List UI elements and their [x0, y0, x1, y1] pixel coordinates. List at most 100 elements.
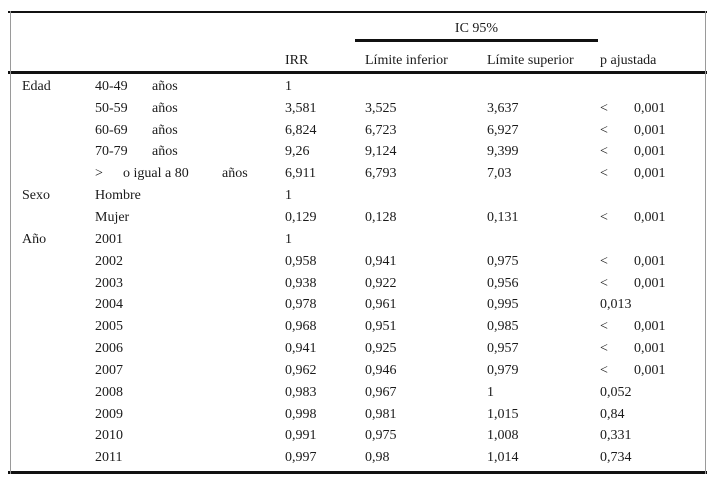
cell-p-adjusted: <0,001 — [600, 341, 715, 357]
table-row: 2010 0,991 0,975 1,008 0,331 — [0, 426, 715, 448]
cell-upper-limit: 0,979 — [487, 362, 519, 378]
less-than-sign: < — [600, 253, 608, 269]
table-right-border — [705, 11, 706, 474]
row-category-part: años — [222, 166, 248, 182]
cell-irr: 6,824 — [285, 122, 317, 138]
table-row: 2007 0,962 0,946 0,979 <0,001 — [0, 360, 715, 382]
row-category-part: o igual a 80 — [123, 166, 189, 182]
cell-p-adjusted: <0,001 — [600, 166, 715, 182]
cell-lower-limit: 0,967 — [365, 384, 397, 400]
ic95-spanner-rule — [355, 39, 598, 42]
cell-upper-limit: 0,131 — [487, 209, 519, 225]
cell-upper-limit: 0,957 — [487, 341, 519, 357]
less-than-sign: < — [600, 275, 608, 291]
cell-upper-limit: 1,015 — [487, 406, 519, 422]
row-category-label: Hombre — [95, 188, 285, 204]
cell-irr: 0,962 — [285, 362, 317, 378]
row-category-part: 2011 — [95, 450, 123, 466]
cell-p-adjusted: <0,001 — [600, 144, 715, 160]
cell-irr: 1 — [285, 231, 292, 247]
cell-lower-limit: 0,951 — [365, 319, 397, 335]
row-category-part: años — [152, 122, 178, 138]
table-row: 2011 0,997 0,98 1,014 0,734 — [0, 447, 715, 469]
row-category-part: > — [95, 166, 103, 182]
cell-p-adjusted: <0,001 — [600, 101, 715, 117]
row-group-label: Sexo — [22, 188, 50, 204]
row-category-part: 2007 — [95, 362, 123, 378]
less-than-sign: < — [600, 122, 608, 138]
cell-upper-limit: 6,927 — [487, 122, 519, 138]
cell-lower-limit: 0,975 — [365, 428, 397, 444]
cell-upper-limit: 1,008 — [487, 428, 519, 444]
cell-upper-limit: 0,985 — [487, 319, 519, 335]
cell-irr: 0,938 — [285, 275, 317, 291]
cell-upper-limit: 1,014 — [487, 450, 519, 466]
less-than-sign: < — [600, 362, 608, 378]
header-p-adjusted: p ajustada — [600, 53, 657, 68]
row-category-label: 2002 — [95, 254, 285, 270]
row-category-label: 50-59 años — [95, 101, 285, 117]
header-lower-limit: Límite inferior — [365, 53, 448, 68]
cell-p-adjusted: <0,001 — [600, 319, 715, 335]
cell-lower-limit: 0,98 — [365, 450, 390, 466]
less-than-sign: < — [600, 144, 608, 160]
row-category-part: 2001 — [95, 231, 123, 247]
table-row: Sexo Hombre 1 — [0, 185, 715, 207]
table-row: Año 2001 1 — [0, 229, 715, 251]
row-category-label: 2011 — [95, 450, 285, 466]
cell-irr: 0,991 — [285, 428, 317, 444]
less-than-sign: < — [600, 341, 608, 357]
p-value: 0,001 — [634, 100, 666, 116]
cell-upper-limit: 3,637 — [487, 100, 519, 116]
table-row: 2002 0,958 0,941 0,975 <0,001 — [0, 251, 715, 273]
cell-lower-limit: 9,124 — [365, 144, 397, 160]
table-body: Edad 40-49 años 1 50-59 años 3,581 3,525 3,637 <0… — [0, 76, 715, 469]
p-value: 0,84 — [600, 406, 625, 422]
p-value: 0,052 — [600, 384, 632, 400]
p-value: 0,001 — [634, 362, 666, 378]
cell-p-adjusted: 0,734 — [600, 450, 715, 466]
cell-irr: 6,911 — [285, 166, 316, 182]
cell-irr: 0,129 — [285, 209, 317, 225]
row-category-label: 2009 — [95, 407, 285, 423]
p-value: 0,001 — [634, 209, 666, 225]
header-upper-limit: Límite superior — [487, 53, 574, 68]
cell-irr: 0,968 — [285, 319, 317, 335]
row-category-part: 40-49 — [95, 78, 128, 94]
table-row: 2008 0,983 0,967 1 0,052 — [0, 382, 715, 404]
cell-p-adjusted: <0,001 — [600, 210, 715, 226]
row-category-part: 50-59 — [95, 100, 128, 116]
table-row: Edad 40-49 años 1 — [0, 76, 715, 98]
cell-irr: 0,983 — [285, 384, 317, 400]
cell-irr: 0,958 — [285, 253, 317, 269]
table-row: 2003 0,938 0,922 0,956 <0,001 — [0, 273, 715, 295]
header-irr: IRR — [285, 53, 309, 68]
row-category-label: 2006 — [95, 341, 285, 357]
p-value: 0,001 — [634, 275, 666, 291]
p-value: 0,001 — [634, 253, 666, 269]
cell-lower-limit: 0,981 — [365, 406, 397, 422]
cell-upper-limit: 0,956 — [487, 275, 519, 291]
column-header-row: IRR Límite inferior Límite superior p aj… — [0, 50, 715, 72]
row-category-part: 2002 — [95, 253, 123, 269]
table-row: 50-59 años 3,581 3,525 3,637 <0,001 — [0, 98, 715, 120]
row-category-part: 2004 — [95, 297, 123, 313]
cell-p-adjusted: 0,052 — [600, 385, 715, 401]
row-category-label: 2004 — [95, 297, 285, 313]
table-row: 70-79 años 9,26 9,124 9,399 <0,001 — [0, 142, 715, 164]
row-category-label: > o igual a 80 años — [95, 166, 285, 182]
cell-lower-limit: 0,922 — [365, 275, 397, 291]
p-value: 0,013 — [600, 297, 632, 313]
table-row: Mujer 0,129 0,128 0,131 <0,001 — [0, 207, 715, 229]
cell-p-adjusted: <0,001 — [600, 276, 715, 292]
row-category-part: 2009 — [95, 406, 123, 422]
table-row: 2005 0,968 0,951 0,985 <0,001 — [0, 316, 715, 338]
row-category-label: 60-69 años — [95, 123, 285, 139]
row-category-label: 2003 — [95, 276, 285, 292]
header-bottom-rule — [8, 71, 707, 74]
row-category-part: 70-79 — [95, 144, 128, 160]
row-category-part: años — [152, 144, 178, 160]
row-category-part: años — [152, 78, 178, 94]
cell-upper-limit: 7,03 — [487, 166, 512, 182]
